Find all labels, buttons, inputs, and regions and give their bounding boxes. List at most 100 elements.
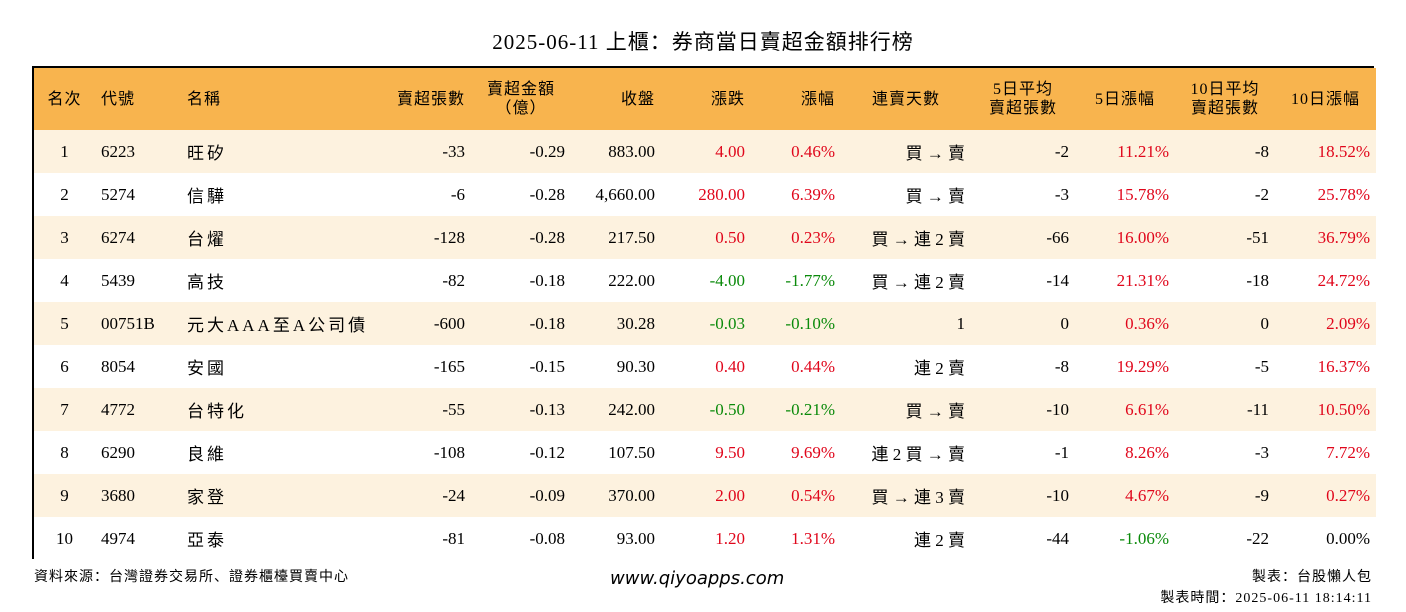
cell-change-pct: 0.44% [791, 356, 835, 376]
table-row: 3 6274 台燿 -128 -0.28 217.50 0.50 0.23% 買 → 連 2 賣… [34, 216, 1376, 259]
cell-sell-shares: -600 [433, 313, 465, 333]
cell-rank: 6 [60, 356, 69, 376]
cell-pct10: 10.50% [1317, 399, 1370, 419]
cell-change: 280.00 [698, 184, 745, 204]
ranking-table: 名次 代號 名稱 賣超張數 賣超金額 （億） 收盤 漲跌 漲幅 連賣天數 5日平… [32, 66, 1376, 560]
cell-change-pct: -0.21% [785, 399, 835, 419]
cell-pct10: 7.72% [1326, 442, 1370, 462]
table-row: 6 8054 安國 -165 -0.15 90.30 0.40 0.44% 連 2 賣 -8 19.… [34, 345, 1376, 388]
cell-code: 4974 [101, 528, 135, 548]
cell-avg10: -51 [1246, 227, 1269, 247]
cell-code: 5439 [101, 270, 135, 290]
cell-avg5: -44 [1046, 528, 1069, 548]
cell-rank: 1 [60, 141, 69, 161]
cell-pct10: 0.00% [1326, 528, 1370, 548]
cell-streak: 買 → 連 3 賣 [871, 488, 966, 507]
cell-name: 良維 [187, 445, 227, 464]
cell-pct10: 2.09% [1326, 313, 1370, 333]
header-sell-amount-line1: 賣超金額 [486, 81, 555, 98]
table-row: 10 4974 亞泰 -81 -0.08 93.00 1.20 1.31% 連 2 賣 -44 -1… [34, 517, 1376, 560]
cell-close: 222.00 [608, 270, 655, 290]
cell-change-pct: 0.54% [791, 485, 835, 505]
cell-avg5: -14 [1046, 270, 1069, 290]
cell-pct5: 8.26% [1125, 442, 1169, 462]
cell-close: 883.00 [608, 141, 655, 161]
cell-streak: 連 2 賣 [914, 531, 965, 550]
cell-sell-amount: -0.28 [529, 184, 565, 204]
cell-sell-amount: -0.12 [529, 442, 565, 462]
table-row: 1 6223 旺矽 -33 -0.29 883.00 4.00 0.46% 買 → 賣 -2 11.… [34, 130, 1376, 173]
cell-close: 370.00 [608, 485, 655, 505]
cell-streak: 買 → 連 2 賣 [871, 230, 966, 249]
header-sell-amount: 賣超金額 （億） [471, 68, 571, 130]
header-change-pct: 漲幅 [800, 90, 835, 108]
cell-sell-shares: -128 [433, 227, 465, 247]
table-header-row: 名次 代號 名稱 賣超張數 賣超金額 （億） 收盤 漲跌 漲幅 連賣天數 5日平… [34, 68, 1376, 130]
cell-sell-amount: -0.18 [529, 270, 565, 290]
cell-rank: 5 [60, 313, 69, 333]
cell-rank: 2 [60, 184, 69, 204]
header-pct10: 10日漲幅 [1290, 90, 1360, 108]
cell-change: -0.03 [709, 313, 745, 333]
cell-sell-amount: -0.09 [529, 485, 565, 505]
cell-name: 高技 [187, 273, 227, 292]
cell-code: 8054 [101, 356, 135, 376]
header-pct5: 5日漲幅 [1094, 90, 1155, 108]
cell-streak: 連 2 賣 [914, 359, 965, 378]
cell-sell-shares: -165 [433, 356, 465, 376]
cell-change: 9.50 [715, 442, 745, 462]
cell-code: 3680 [101, 485, 135, 505]
cell-sell-shares: -81 [442, 528, 465, 548]
header-avg10: 10日平均 賣超張數 [1175, 68, 1275, 130]
cell-pct5: 6.61% [1125, 399, 1169, 419]
cell-name: 信驊 [187, 187, 227, 206]
cell-rank: 8 [60, 442, 69, 462]
cell-change: -0.50 [709, 399, 745, 419]
cell-pct5: 15.78% [1116, 184, 1169, 204]
header-avg10-line1: 10日平均 [1190, 81, 1260, 98]
cell-close: 4,660.00 [595, 184, 656, 204]
header-change: 漲跌 [710, 90, 745, 108]
cell-avg5: -10 [1046, 399, 1069, 419]
cell-rank: 4 [60, 270, 69, 290]
cell-sell-amount: -0.13 [529, 399, 565, 419]
cell-name: 安國 [187, 359, 227, 378]
cell-streak: 1 [956, 313, 966, 333]
cell-streak: 買 → 賣 [905, 187, 966, 206]
cell-pct5: 0.36% [1125, 313, 1169, 333]
cell-avg10: -5 [1254, 356, 1269, 376]
cell-pct5: 19.29% [1116, 356, 1169, 376]
cell-change: 0.40 [715, 356, 745, 376]
cell-change: 0.50 [715, 227, 745, 247]
table-row: 4 5439 高技 -82 -0.18 222.00 -4.00 -1.77% 買 → 連 2 … [34, 259, 1376, 302]
cell-rank: 10 [56, 528, 73, 548]
header-rank: 名次 [47, 90, 82, 108]
header-name: 名稱 [187, 90, 222, 108]
cell-code: 6290 [101, 442, 135, 462]
cell-pct10: 16.37% [1317, 356, 1370, 376]
cell-avg10: -22 [1246, 528, 1269, 548]
table-body: 1 6223 旺矽 -33 -0.29 883.00 4.00 0.46% 買 → 賣 -2 11.… [34, 130, 1376, 560]
cell-name: 元大AAA至A公司債 [187, 316, 369, 335]
cell-pct10: 25.78% [1317, 184, 1370, 204]
cell-close: 217.50 [608, 227, 655, 247]
table-row: 5 00751B 元大AAA至A公司債 -600 -0.18 30.28 -0.03 -0.1… [34, 302, 1376, 345]
cell-streak: 買 → 賣 [905, 144, 966, 163]
cell-change-pct: 1.31% [791, 528, 835, 548]
cell-pct5: 16.00% [1116, 227, 1169, 247]
cell-rank: 9 [60, 485, 69, 505]
cell-avg5: -8 [1054, 356, 1069, 376]
cell-name: 亞泰 [187, 531, 227, 550]
page-title: 2025-06-11 上櫃：券商當日賣超金額排行榜 [492, 30, 914, 54]
header-avg10-line2: 賣超張數 [1190, 100, 1259, 117]
header-avg5-line2: 賣超張數 [988, 100, 1057, 117]
cell-pct10: 0.27% [1326, 485, 1370, 505]
website-link[interactable]: www.qiyoapps.com [610, 568, 785, 589]
cell-change-pct: -1.77% [785, 270, 835, 290]
table-time: 製表時間：2025-06-11 18:14:11 [1160, 591, 1372, 606]
header-streak: 連賣天數 [871, 90, 940, 108]
header-avg5-line1: 5日平均 [992, 81, 1053, 98]
cell-close: 90.30 [616, 356, 655, 376]
cell-pct5: 11.21% [1117, 141, 1169, 161]
cell-code: 00751B [101, 313, 155, 333]
